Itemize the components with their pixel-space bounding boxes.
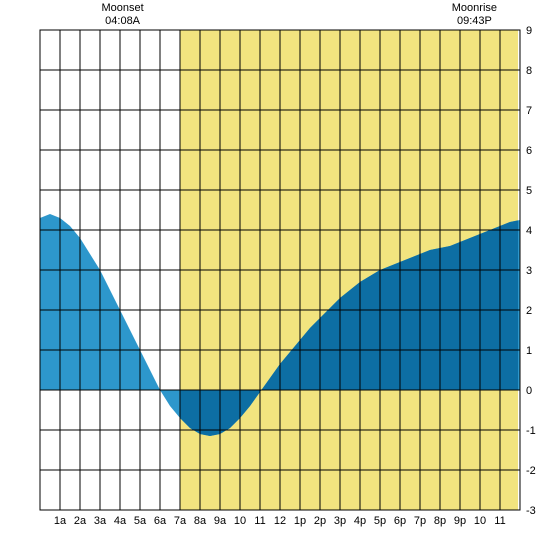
y-tick-label: 9 [526,25,532,37]
x-tick-label: 11 [494,515,505,527]
x-tick-label: 10 [474,515,486,527]
x-tick-label: 8a [194,515,207,527]
x-tick-label: 3p [334,515,346,527]
y-tick-label: 1 [526,345,532,357]
y-tick-label: -1 [526,425,536,437]
x-tick-label: 4p [354,515,366,527]
y-tick-label: 8 [526,65,532,77]
x-tick-label: 12 [274,515,286,527]
x-tick-label: 7p [414,515,426,527]
tide-chart: -3-2-101234567891a2a3a4a5a6a7a8a9a101112… [0,0,550,550]
x-tick-label: 6p [394,515,406,527]
plot-area [40,30,520,510]
y-tick-label: -3 [526,505,536,517]
y-tick-label: 5 [526,185,532,197]
x-tick-label: 7a [174,515,187,527]
x-tick-label: 9a [214,515,227,527]
y-tick-label: 7 [526,105,532,117]
y-tick-label: 3 [526,265,532,277]
x-tick-label: 3a [94,515,107,527]
x-tick-label: 1p [294,515,306,527]
x-tick-label: 11 [254,515,265,527]
y-tick-label: 4 [526,225,532,237]
chart-svg: -3-2-101234567891a2a3a4a5a6a7a8a9a101112… [0,0,550,550]
x-tick-label: 1a [54,515,67,527]
y-tick-label: 2 [526,305,532,317]
y-tick-label: -2 [526,465,536,477]
x-tick-label: 6a [154,515,167,527]
x-tick-label: 10 [234,515,246,527]
x-tick-label: 2a [74,515,87,527]
x-tick-label: 8p [434,515,446,527]
x-tick-label: 5p [374,515,386,527]
x-tick-label: 2p [314,515,326,527]
y-tick-label: 0 [526,385,532,397]
x-tick-label: 5a [134,515,147,527]
x-tick-label: 9p [454,515,466,527]
x-tick-label: 4a [114,515,127,527]
y-tick-label: 6 [526,145,532,157]
